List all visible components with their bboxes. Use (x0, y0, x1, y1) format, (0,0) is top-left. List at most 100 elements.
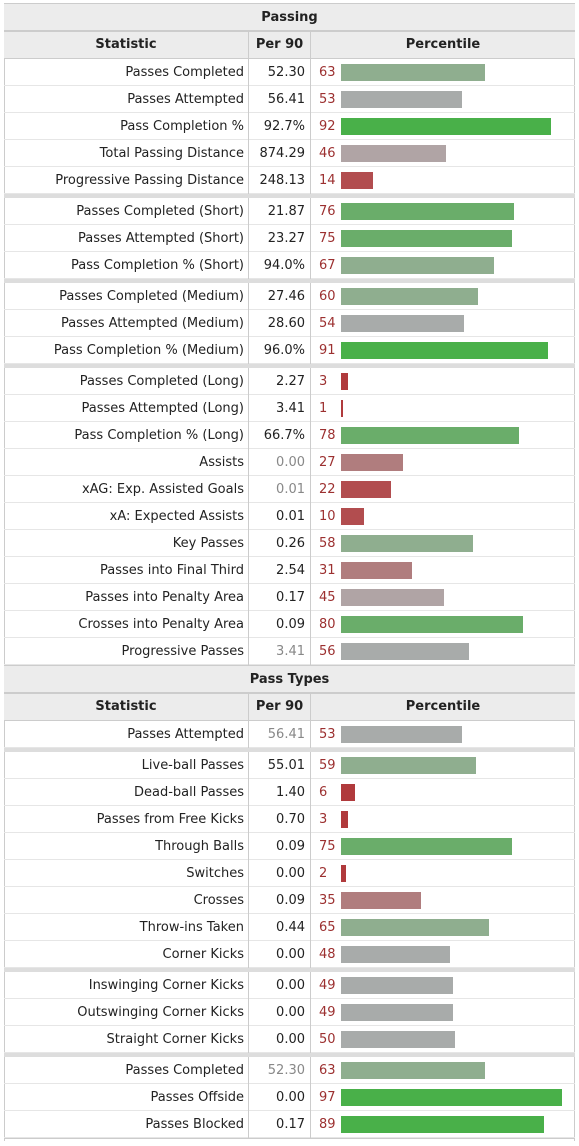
stat-name: Passes from Free Kicks (96, 812, 244, 827)
row (4, 557, 575, 584)
percentile: 2 (310, 860, 340, 887)
stat-name: Dead-ball Passes (133, 785, 244, 800)
row (4, 806, 575, 833)
row (4, 1111, 575, 1138)
percentile: 80 (310, 611, 340, 638)
per90: 0.17 (248, 584, 305, 611)
per90: 27.46 (248, 283, 305, 310)
column-header: Per 90 (248, 31, 310, 59)
per90: 66.7% (248, 422, 305, 449)
stat-name: Through Balls (155, 839, 244, 854)
per90: 2.27 (248, 368, 305, 395)
percentile: 67 (310, 252, 340, 279)
per90: 0.26 (248, 530, 305, 557)
row (4, 941, 575, 968)
per90: 0.17 (248, 1111, 305, 1138)
percentile: 49 (310, 972, 340, 999)
stat-name: Passes Completed (125, 1063, 244, 1078)
row (4, 422, 575, 449)
per90: 21.87 (248, 198, 305, 225)
per90: 0.44 (248, 914, 305, 941)
row (4, 337, 575, 364)
group-separator (4, 1053, 575, 1057)
stat-name: Passes Attempted (Short) (78, 231, 244, 246)
stat-name: Passes into Final Third (100, 563, 244, 578)
row (4, 503, 575, 530)
per90: 96.0% (248, 337, 305, 364)
row (4, 476, 575, 503)
percentile: 63 (310, 59, 340, 86)
table-bottom (4, 1138, 575, 1139)
stat-name: Pass Completion % (Short) (70, 258, 244, 273)
percentile-bar (341, 1004, 453, 1021)
percentile-bar (341, 919, 490, 936)
stat-name: Passes Attempted (Medium) (60, 316, 244, 331)
per90: 0.00 (248, 449, 305, 476)
row (4, 611, 575, 638)
row (4, 999, 575, 1026)
percentile-bar (341, 838, 512, 855)
percentile-bar (341, 288, 478, 305)
percentile: 63 (310, 1057, 340, 1084)
percentile-bar (341, 230, 512, 247)
row (4, 887, 575, 914)
percentile-bar (341, 400, 344, 417)
per90: 0.09 (248, 833, 305, 860)
percentile-bar (341, 508, 364, 525)
stat-name: Outswinging Corner Kicks (77, 1005, 244, 1020)
stat-name: Switches (186, 866, 244, 881)
percentile: 1 (310, 395, 340, 422)
percentile-bar (341, 64, 485, 81)
column-header-row (4, 31, 575, 59)
per90: 248.13 (248, 167, 305, 194)
column-header-row (4, 693, 575, 721)
percentile: 35 (310, 887, 340, 914)
percentile: 27 (310, 449, 340, 476)
row (4, 860, 575, 887)
percentile: 45 (310, 584, 340, 611)
row (4, 584, 575, 611)
stat-name: Crosses into Penalty Area (78, 617, 244, 632)
row (4, 914, 575, 941)
percentile: 14 (310, 167, 340, 194)
percentile-bar (341, 562, 412, 579)
percentile-bar (341, 616, 524, 633)
percentile: 3 (310, 806, 340, 833)
percentile: 92 (310, 113, 340, 140)
row (4, 833, 575, 860)
percentile: 60 (310, 283, 340, 310)
row (4, 721, 575, 748)
per90: 0.00 (248, 999, 305, 1026)
percentile-bar (341, 892, 421, 909)
percentile-bar (341, 481, 392, 498)
percentile: 78 (310, 422, 340, 449)
stat-name: Assists (199, 455, 244, 470)
per90: 874.29 (248, 140, 305, 167)
percentile: 49 (310, 999, 340, 1026)
section-title: Pass Types (4, 665, 575, 693)
row (4, 310, 575, 337)
stat-name: Crosses (193, 893, 244, 908)
percentile-bar (341, 203, 515, 220)
stat-name: Passes Completed (Medium) (59, 289, 244, 304)
stat-name: Progressive Passes (121, 644, 244, 659)
percentile: 91 (310, 337, 340, 364)
stat-name: Passes Blocked (145, 1117, 244, 1132)
percentile-bar (341, 373, 348, 390)
row (4, 167, 575, 194)
percentile-bar (341, 454, 403, 471)
per90: 3.41 (248, 395, 305, 422)
per90: 55.01 (248, 752, 305, 779)
per90: 56.41 (248, 86, 305, 113)
stat-name: Live-ball Passes (141, 758, 244, 773)
percentile: 76 (310, 198, 340, 225)
percentile: 48 (310, 941, 340, 968)
per90: 1.40 (248, 779, 305, 806)
percentile: 89 (310, 1111, 340, 1138)
stat-name: Straight Corner Kicks (106, 1032, 244, 1047)
stat-name: Inswinging Corner Kicks (88, 978, 244, 993)
per90: 23.27 (248, 225, 305, 252)
stat-name: Passes into Penalty Area (85, 590, 244, 605)
row (4, 530, 575, 557)
